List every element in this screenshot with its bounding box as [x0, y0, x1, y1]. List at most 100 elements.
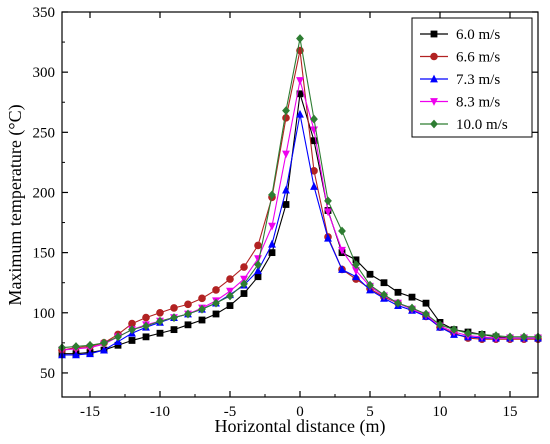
legend-label: 10.0 m/s — [456, 117, 508, 133]
data-point — [142, 313, 150, 322]
data-point — [464, 328, 472, 338]
data-point — [198, 304, 206, 314]
x-tick-label: -10 — [150, 404, 170, 420]
data-point — [212, 298, 220, 308]
data-point — [324, 233, 332, 242]
data-point — [338, 226, 346, 236]
legend-item: 8.3 m/s — [420, 95, 500, 111]
data-point — [282, 150, 290, 159]
x-tick-label: 0 — [296, 404, 304, 420]
data-point — [450, 325, 458, 335]
data-point — [408, 293, 416, 301]
legend-marker — [430, 119, 438, 129]
data-point — [422, 299, 430, 307]
data-point — [394, 298, 402, 308]
data-point — [352, 272, 360, 281]
data-point — [506, 332, 514, 342]
data-point — [170, 326, 178, 334]
data-point — [226, 302, 234, 309]
data-point — [408, 303, 416, 313]
legend-marker — [430, 52, 438, 61]
data-point — [282, 201, 290, 208]
data-point — [184, 309, 192, 319]
data-point — [310, 137, 318, 145]
y-tick-label: 250 — [33, 125, 56, 141]
x-tick-label: 10 — [433, 404, 448, 420]
legend: 6.0 m/s 6.6 m/s 7.3 m/s 8.3 m/s 10.0 m/s — [411, 17, 533, 138]
legend-marker — [430, 30, 438, 38]
data-point — [338, 265, 346, 273]
data-point — [324, 208, 332, 217]
data-point — [254, 260, 262, 270]
data-point — [352, 267, 360, 276]
legend-item: 7.3 m/s — [420, 72, 500, 88]
data-point — [114, 341, 122, 349]
legend-label: 7.3 m/s — [456, 72, 500, 88]
data-point — [212, 286, 220, 294]
x-axis-title: Horizontal distance (m) — [215, 416, 386, 437]
data-point — [240, 279, 248, 289]
data-point — [100, 338, 108, 348]
data-point — [184, 321, 192, 329]
data-point — [156, 308, 164, 317]
data-point — [352, 256, 360, 264]
data-point — [240, 263, 248, 271]
series-line — [62, 114, 538, 356]
data-point — [142, 321, 150, 331]
data-point — [226, 291, 234, 301]
series-5 — [58, 34, 542, 353]
y-tick-label: 150 — [33, 246, 56, 262]
data-point — [296, 109, 304, 118]
data-point — [268, 190, 276, 200]
y-tick-label: 300 — [33, 65, 56, 81]
data-point — [240, 290, 248, 297]
data-point — [366, 270, 374, 278]
data-point — [282, 185, 290, 194]
y-tick-label: 100 — [33, 306, 56, 322]
data-point — [198, 294, 206, 303]
data-point — [296, 77, 304, 85]
data-point — [184, 300, 192, 309]
legend-marker — [430, 74, 438, 83]
data-point — [198, 316, 206, 324]
data-point — [86, 340, 94, 350]
data-point — [310, 114, 318, 124]
data-point — [254, 266, 262, 275]
data-point — [380, 279, 388, 287]
data-point — [128, 337, 136, 344]
data-point — [436, 320, 444, 330]
legend-item: 10.0 m/s — [420, 117, 508, 133]
data-point — [422, 309, 430, 319]
data-point — [324, 196, 332, 206]
data-point — [394, 288, 402, 296]
data-point — [380, 290, 388, 300]
data-point — [128, 325, 136, 335]
legend-label: 6.6 m/s — [456, 50, 500, 66]
data-point — [72, 350, 80, 359]
data-point — [254, 273, 262, 281]
x-tick-label: 5 — [366, 404, 374, 420]
data-point — [170, 313, 178, 322]
legend-item: 6.6 m/s — [420, 50, 500, 66]
data-point — [114, 332, 122, 342]
data-point — [268, 222, 276, 231]
data-point — [520, 332, 528, 342]
legend-marker — [430, 98, 438, 106]
legend-label: 6.0 m/s — [456, 27, 500, 43]
data-point — [156, 316, 164, 326]
data-point — [72, 342, 80, 351]
data-point — [156, 329, 164, 337]
series-layer — [58, 34, 542, 359]
plot-frame — [61, 11, 539, 398]
y-axis-title: Maximum temperature (°C) — [5, 104, 26, 305]
data-point — [478, 330, 486, 339]
axis-ticks: -15 -10 -5 0 5 10 15 50 100 150 200 250 300 350 — [33, 5, 538, 420]
x-tick-label: -5 — [224, 404, 237, 420]
data-point — [492, 331, 500, 341]
data-point — [268, 249, 276, 257]
x-tick-label: 15 — [503, 404, 518, 420]
data-point — [212, 310, 220, 318]
legend-label: 8.3 m/s — [456, 95, 500, 111]
data-point — [100, 345, 108, 354]
x-tick-label: -15 — [80, 404, 100, 420]
